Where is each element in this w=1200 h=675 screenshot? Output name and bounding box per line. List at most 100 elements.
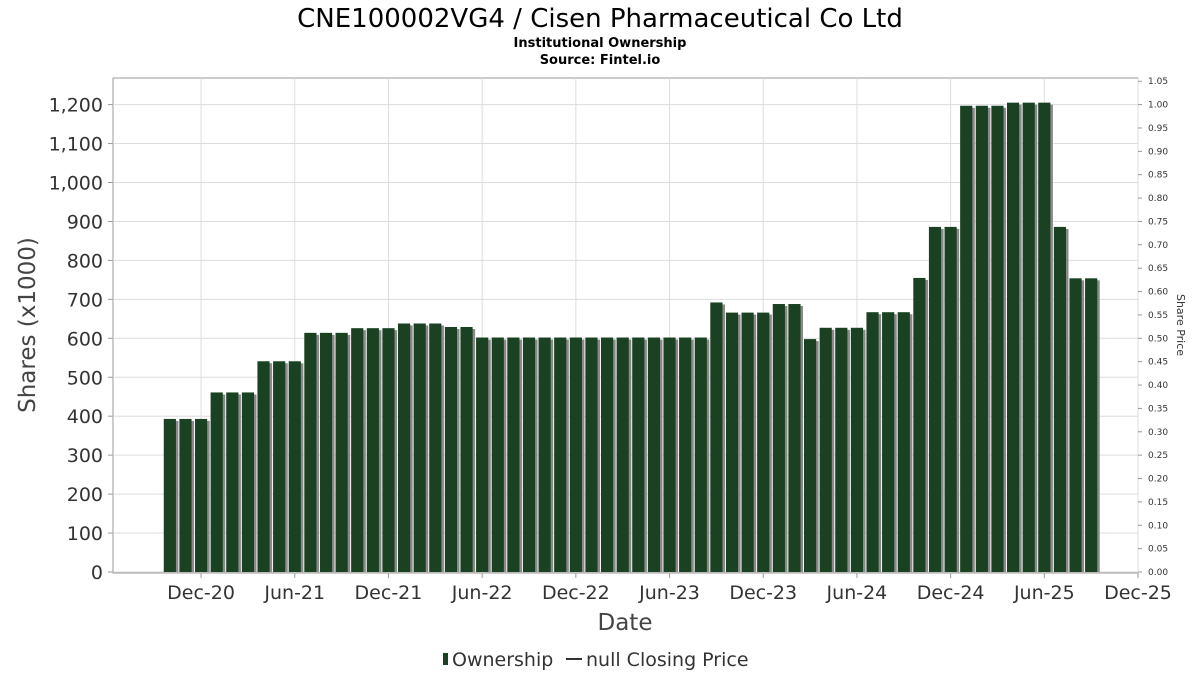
y2-tick-label: 0.85 bbox=[1148, 171, 1168, 181]
y2-tick-label: 0.30 bbox=[1148, 428, 1168, 438]
y2-tick-label: 0.00 bbox=[1148, 568, 1168, 578]
ownership-bar bbox=[304, 332, 317, 572]
ownership-bar bbox=[632, 337, 645, 572]
ownership-bar bbox=[1053, 226, 1067, 572]
y2-tick-label: 0.35 bbox=[1148, 404, 1168, 414]
secondary-y-axis-title: Share Price bbox=[1174, 294, 1187, 356]
ownership-bar bbox=[476, 337, 489, 572]
y2-tick-label: 0.25 bbox=[1148, 451, 1168, 461]
chart-subtitle-line-1: Institutional Ownership bbox=[514, 36, 687, 51]
x-tick-label: Jun-23 bbox=[638, 582, 700, 604]
x-tick-label: Jun-22 bbox=[451, 582, 513, 604]
ownership-bar bbox=[1085, 278, 1098, 572]
ownership-bar bbox=[319, 332, 333, 572]
legend: Ownership null Closing Price bbox=[443, 649, 749, 671]
ownership-bar bbox=[679, 337, 692, 572]
x-axis: Dec-20 Jun-21 Dec-21 Jun-22 Dec-22 Jun-23 Dec-… bbox=[167, 573, 1172, 604]
x-tick-label: Jun-25 bbox=[1013, 582, 1075, 604]
ownership-bar bbox=[460, 327, 473, 572]
y-tick-label: 900 bbox=[67, 211, 103, 233]
y-tick-label: 1,200 bbox=[49, 95, 103, 117]
y2-tick-label: 0.70 bbox=[1148, 241, 1168, 251]
ownership-bar bbox=[507, 337, 520, 572]
y2-tick-label: 0.20 bbox=[1148, 475, 1168, 485]
ownership-bar bbox=[944, 226, 957, 572]
y2-tick-label: 0.60 bbox=[1148, 288, 1168, 298]
y2-tick-label: 0.95 bbox=[1148, 124, 1168, 134]
y2-tick-label: 0.50 bbox=[1148, 334, 1168, 344]
ownership-bar bbox=[163, 418, 176, 572]
y-tick-label: 400 bbox=[67, 406, 103, 428]
ownership-bar bbox=[725, 312, 739, 572]
ownership-bar bbox=[694, 337, 707, 572]
ownership-bar bbox=[257, 361, 270, 572]
ownership-bar bbox=[585, 337, 598, 572]
y2-tick-label: 0.40 bbox=[1148, 381, 1168, 391]
y-tick-label: 1,000 bbox=[49, 173, 103, 195]
ownership-bar bbox=[522, 337, 536, 572]
ownership-bar bbox=[850, 327, 864, 572]
y2-tick-label: 0.15 bbox=[1148, 498, 1168, 508]
ownership-bar bbox=[913, 277, 926, 572]
ownership-bar bbox=[772, 304, 785, 572]
x-tick-label: Dec-20 bbox=[167, 582, 235, 604]
x-tick-label: Jun-21 bbox=[263, 582, 325, 604]
ownership-bar bbox=[538, 337, 551, 572]
y2-tick-label: 0.55 bbox=[1148, 311, 1168, 321]
ownership-bars bbox=[163, 102, 1100, 573]
ownership-bar bbox=[788, 304, 801, 572]
ownership-bar bbox=[288, 361, 301, 572]
y-axis-title: Shares (x1000) bbox=[15, 237, 41, 413]
y2-tick-label: 0.65 bbox=[1148, 264, 1168, 274]
ownership-bar bbox=[226, 392, 239, 572]
x-tick-label: Jun-24 bbox=[826, 582, 888, 604]
x-tick-label: Dec-21 bbox=[355, 582, 423, 604]
y2-tick-label: 0.90 bbox=[1148, 147, 1168, 157]
ownership-bar bbox=[975, 105, 988, 573]
ownership-bar bbox=[1069, 278, 1082, 572]
ownership-bar bbox=[382, 328, 395, 572]
ownership-bar bbox=[1022, 102, 1035, 572]
ownership-bar bbox=[335, 332, 348, 572]
ownership-bar bbox=[757, 312, 770, 572]
x-tick-label: Dec-22 bbox=[542, 582, 610, 604]
ownership-bar bbox=[1006, 102, 1020, 572]
y-tick-label: 300 bbox=[67, 445, 103, 467]
ownership-bar bbox=[210, 392, 223, 572]
ownership-bar bbox=[351, 328, 364, 572]
legend-ownership-label: Ownership bbox=[452, 649, 553, 671]
ownership-bar bbox=[835, 327, 848, 572]
x-tick-label: Dec-25 bbox=[1104, 582, 1172, 604]
y2-tick-label: 0.45 bbox=[1148, 358, 1168, 368]
ownership-bar bbox=[554, 337, 567, 572]
y-tick-label: 100 bbox=[67, 523, 103, 545]
ownership-bar bbox=[429, 323, 442, 572]
y2-tick-label: 0.05 bbox=[1148, 545, 1168, 555]
secondary-y-axis: 0.00 0.05 0.10 0.15 0.20 0.25 0.30 0.35 0.40 0.45… bbox=[1138, 77, 1168, 578]
y2-tick-label: 0.10 bbox=[1148, 521, 1168, 531]
ownership-bar bbox=[882, 312, 895, 572]
y2-tick-label: 1.00 bbox=[1148, 101, 1168, 111]
legend-ownership-swatch bbox=[443, 653, 448, 665]
ownership-bar bbox=[928, 226, 942, 572]
ownership-bar bbox=[616, 337, 629, 572]
y-tick-label: 800 bbox=[67, 250, 103, 272]
ownership-bar bbox=[803, 339, 817, 572]
ownership-bar bbox=[413, 323, 426, 572]
y2-tick-label: 0.75 bbox=[1148, 217, 1168, 227]
ownership-bar bbox=[273, 361, 286, 572]
y-tick-label: 200 bbox=[67, 484, 103, 506]
ownership-bar bbox=[444, 327, 458, 572]
ownership-bar bbox=[569, 337, 582, 572]
y-tick-label: 600 bbox=[67, 328, 103, 350]
chart-subtitle-line-2: Source: Fintel.io bbox=[540, 53, 661, 68]
ownership-bar bbox=[600, 337, 614, 572]
y-tick-label: 1,100 bbox=[49, 134, 103, 156]
ownership-bar bbox=[663, 337, 676, 572]
ownership-bar bbox=[397, 323, 411, 572]
ownership-bar bbox=[491, 337, 504, 572]
chart-title: CNE100002VG4 / Cisen Pharmaceutical Co L… bbox=[297, 4, 903, 34]
ownership-bar bbox=[1038, 102, 1051, 572]
